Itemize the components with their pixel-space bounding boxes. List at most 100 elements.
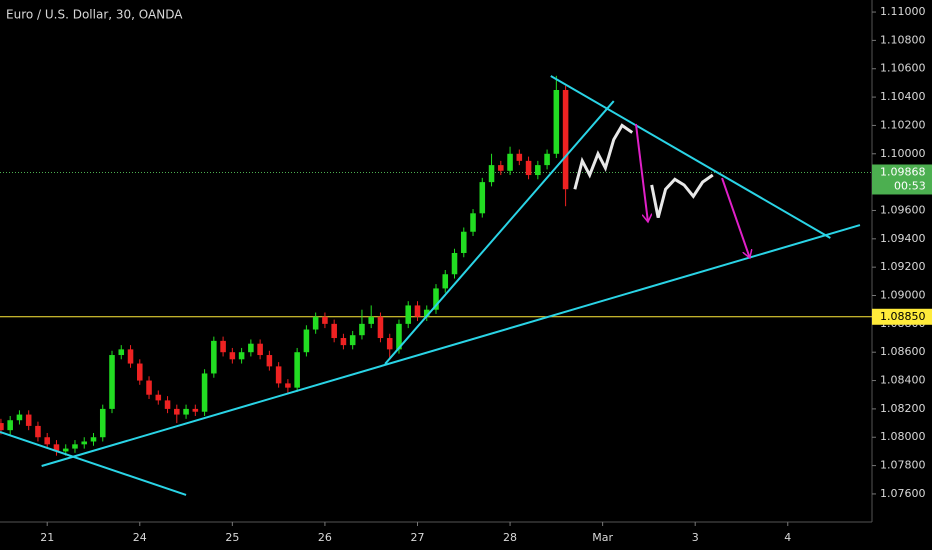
candle-body (16, 414, 23, 421)
candle-body (312, 316, 319, 330)
y-tick-label: 1.10600 (880, 62, 926, 75)
candle-body (62, 448, 69, 452)
candle-body (433, 288, 439, 310)
candle-body (331, 323, 337, 339)
y-tick-label: 1.09400 (880, 232, 926, 245)
candle-body (553, 90, 560, 154)
candle-body (488, 165, 495, 183)
candle-body (359, 323, 365, 336)
y-tick-label: 1.09000 (880, 289, 926, 302)
candle-body (25, 414, 32, 426)
candle-body (303, 329, 310, 353)
candle-body (0, 423, 4, 431)
candle-body (35, 425, 41, 438)
x-tick-label: 21 (40, 531, 54, 544)
x-tick-label: 25 (225, 531, 239, 544)
candle-body (423, 309, 430, 317)
candle-body (127, 349, 134, 364)
candle-body (386, 338, 393, 350)
candle-body (99, 408, 106, 438)
trendline (0, 431, 187, 496)
candle-body (544, 153, 550, 166)
arrow (634, 123, 648, 222)
candle-body (266, 355, 273, 367)
candle-body (377, 316, 384, 339)
chart-title: Euro / U.S. Dollar, 30, OANDA (6, 8, 183, 22)
price-countdown: 00:53 (894, 179, 926, 192)
candle-body (396, 323, 402, 350)
trendline (384, 100, 615, 365)
candle-body (294, 352, 300, 388)
y-tick-label: 1.07600 (880, 487, 926, 500)
candle-body (248, 343, 254, 353)
y-tick-label: 1.08600 (880, 345, 926, 358)
y-tick-label: 1.08200 (880, 402, 926, 415)
candle-body (525, 160, 532, 176)
candle-body (470, 213, 476, 232)
candle-body (220, 340, 226, 353)
candle-body (90, 437, 97, 442)
projection-line (573, 123, 714, 218)
candle-body (137, 363, 143, 381)
x-tick-label: 3 (692, 531, 699, 544)
y-tick-label: 1.10200 (880, 118, 926, 131)
y-tick-label: 1.08000 (880, 430, 926, 443)
candle-body (72, 444, 78, 449)
price-label-box (872, 308, 932, 325)
candle-body (535, 165, 541, 176)
y-tick-label: 1.10800 (880, 33, 926, 46)
candle-body (146, 380, 152, 395)
candle-body (340, 338, 347, 346)
candle-body (44, 437, 50, 445)
y-tick-label: 1.08400 (880, 374, 926, 387)
x-tick-label: 28 (503, 531, 517, 544)
candle-body (275, 366, 282, 384)
candle-body (201, 373, 208, 412)
candle-body (507, 153, 513, 171)
x-tick-label: 26 (318, 531, 332, 544)
trendline (550, 75, 831, 239)
candle-body (451, 252, 458, 275)
candle-body (118, 349, 125, 356)
price-label: 1.09868 (880, 165, 926, 178)
candle-body (442, 274, 449, 289)
candle-body (460, 231, 467, 253)
y-tick-label: 1.09200 (880, 260, 926, 273)
candle-body (349, 335, 356, 346)
candle-body (368, 316, 374, 324)
candle-body (192, 408, 199, 412)
trendline (41, 224, 861, 467)
candle-body (405, 305, 412, 324)
candle-body (53, 444, 60, 452)
candle-body (155, 394, 162, 401)
candle-body (257, 343, 263, 356)
x-tick-label: 27 (410, 531, 424, 544)
candle-body (285, 383, 291, 388)
candle-body (109, 355, 115, 409)
candle-body (498, 165, 504, 171)
x-tick-label: 24 (133, 531, 147, 544)
candle-body (174, 408, 180, 415)
y-tick-label: 1.07800 (880, 459, 926, 472)
candle-body (183, 408, 189, 415)
x-tick-label: 4 (784, 531, 791, 544)
x-tick-label: Mar (592, 531, 613, 544)
candle-body (81, 441, 88, 445)
arrow (721, 177, 750, 258)
candle-body (516, 153, 523, 161)
y-tick-label: 1.09600 (880, 203, 926, 216)
candle-body (562, 90, 569, 190)
price-label: 1.08850 (880, 310, 926, 323)
candle-body (414, 305, 421, 317)
y-tick-label: 1.11000 (880, 5, 926, 18)
y-tick-label: 1.10400 (880, 90, 926, 103)
candle-body (479, 182, 486, 214)
candle-body (7, 420, 13, 431)
candle-body (164, 400, 171, 409)
y-tick-label: 1.10000 (880, 147, 926, 160)
candle-body (322, 316, 328, 324)
price-label-box (872, 164, 932, 195)
candle-body (229, 352, 236, 360)
